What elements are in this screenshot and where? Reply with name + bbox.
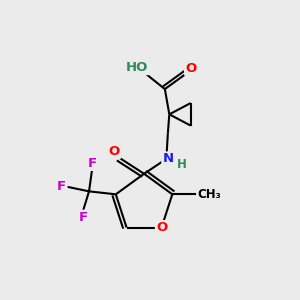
Text: N: N (162, 152, 173, 165)
Text: F: F (79, 211, 88, 224)
Text: F: F (56, 180, 66, 194)
Text: O: O (109, 145, 120, 158)
Text: O: O (185, 62, 196, 75)
Text: F: F (87, 157, 97, 170)
Text: HO: HO (126, 61, 148, 74)
Text: O: O (156, 221, 167, 234)
Text: CH₃: CH₃ (197, 188, 221, 201)
Text: H: H (177, 158, 187, 171)
